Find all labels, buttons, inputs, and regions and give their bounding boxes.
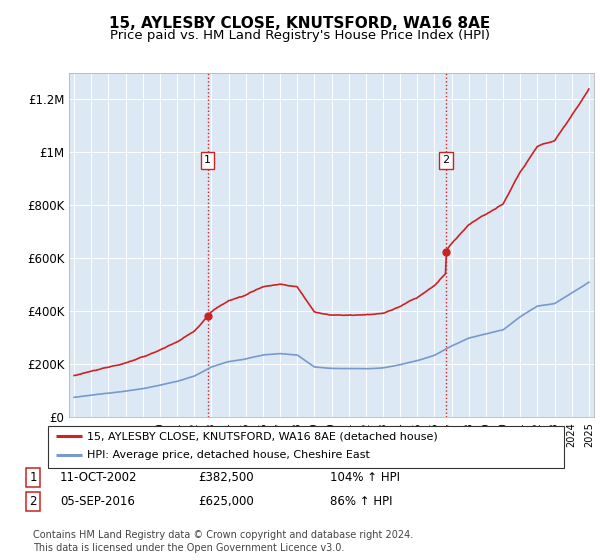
Text: HPI: Average price, detached house, Cheshire East: HPI: Average price, detached house, Ches… <box>86 450 370 460</box>
Text: 86% ↑ HPI: 86% ↑ HPI <box>330 495 392 508</box>
Text: £382,500: £382,500 <box>198 470 254 484</box>
Text: Price paid vs. HM Land Registry's House Price Index (HPI): Price paid vs. HM Land Registry's House … <box>110 29 490 42</box>
Text: 1: 1 <box>204 155 211 165</box>
Text: 2: 2 <box>29 495 37 508</box>
Text: 11-OCT-2002: 11-OCT-2002 <box>60 470 137 484</box>
Text: 15, AYLESBY CLOSE, KNUTSFORD, WA16 8AE: 15, AYLESBY CLOSE, KNUTSFORD, WA16 8AE <box>109 16 491 31</box>
Text: 15, AYLESBY CLOSE, KNUTSFORD, WA16 8AE (detached house): 15, AYLESBY CLOSE, KNUTSFORD, WA16 8AE (… <box>86 431 437 441</box>
Text: 2: 2 <box>442 155 449 165</box>
Text: £625,000: £625,000 <box>198 495 254 508</box>
Text: 104% ↑ HPI: 104% ↑ HPI <box>330 470 400 484</box>
Text: Contains HM Land Registry data © Crown copyright and database right 2024.
This d: Contains HM Land Registry data © Crown c… <box>33 530 413 553</box>
Text: 1: 1 <box>29 470 37 484</box>
Text: 05-SEP-2016: 05-SEP-2016 <box>60 495 135 508</box>
